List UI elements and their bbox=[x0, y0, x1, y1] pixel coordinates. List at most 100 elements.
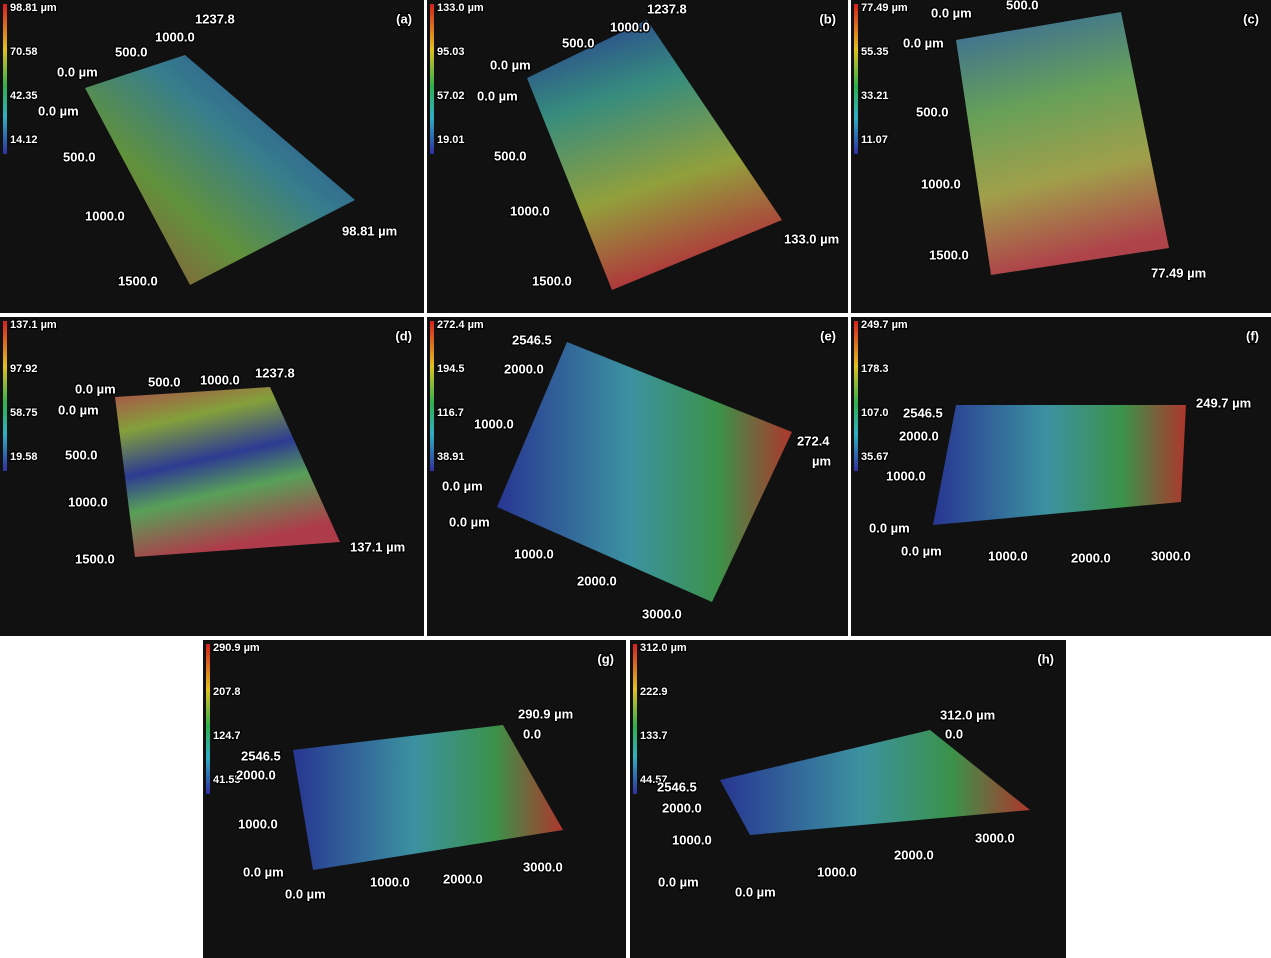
axis-label: 500.0 bbox=[494, 148, 527, 163]
axis-label: 98.81 µm bbox=[342, 223, 397, 238]
axis-label: 1000.0 bbox=[672, 832, 712, 847]
panel-label: (g) bbox=[597, 651, 614, 666]
panel-label: (a) bbox=[396, 11, 412, 26]
scale-label: 70.58 bbox=[10, 46, 38, 58]
scale-label: 178.3 bbox=[861, 363, 889, 375]
color-bar bbox=[206, 644, 210, 794]
scale-label: 58.75 bbox=[10, 407, 38, 419]
axis-label: 2546.5 bbox=[241, 748, 281, 763]
panel-label: (c) bbox=[1243, 11, 1259, 26]
scale-label: 33.21 bbox=[861, 90, 889, 102]
scale-label: 95.03 bbox=[437, 46, 465, 58]
axis-label: 249.7 µm bbox=[1196, 395, 1251, 410]
axis-label: 0.0 µm bbox=[442, 478, 483, 493]
color-bar bbox=[633, 644, 637, 794]
axis-label: 0.0 µm bbox=[658, 874, 699, 889]
axis-label: 0.0 µm bbox=[901, 543, 942, 558]
scale-label: 222.9 bbox=[640, 686, 668, 698]
axis-label: 1000.0 bbox=[370, 874, 410, 889]
scale-label: 133.0 µm bbox=[437, 2, 484, 14]
axis-label: 0.0 µm bbox=[903, 35, 944, 50]
color-bar bbox=[854, 321, 858, 471]
axis-label: 2546.5 bbox=[903, 405, 943, 420]
scale-label: 133.7 bbox=[640, 730, 668, 742]
axis-label: 2546.5 bbox=[657, 779, 697, 794]
axis-label: 1237.8 bbox=[647, 1, 687, 16]
axis-label: 290.9 µm bbox=[518, 706, 573, 721]
axis-label: 1000.0 bbox=[817, 864, 857, 879]
scale-label: 97.92 bbox=[10, 363, 38, 375]
axis-label: 3000.0 bbox=[523, 859, 563, 874]
surface bbox=[293, 725, 563, 870]
axis-label: 1500.0 bbox=[75, 551, 115, 566]
color-bar bbox=[854, 4, 858, 154]
scale-label: 35.67 bbox=[861, 451, 889, 463]
axis-label: 1000.0 bbox=[510, 203, 550, 218]
axis-label: 1237.8 bbox=[255, 365, 295, 380]
axis-label: 0.0 bbox=[945, 726, 963, 741]
axis-label: 272.4 bbox=[797, 433, 830, 448]
scale-label: 41.55 bbox=[213, 774, 241, 786]
scale-label: 19.01 bbox=[437, 134, 465, 146]
scale-label: 107.0 bbox=[861, 407, 889, 419]
scale-label: 55.35 bbox=[861, 46, 889, 58]
scale-label: 38.91 bbox=[437, 451, 465, 463]
surface bbox=[497, 342, 792, 602]
color-bar bbox=[430, 321, 434, 471]
axis-label: 500.0 bbox=[115, 44, 148, 59]
axis-label: 3000.0 bbox=[1151, 548, 1191, 563]
axis-label: 2546.5 bbox=[512, 332, 552, 347]
scale-label: 290.9 µm bbox=[213, 642, 260, 654]
axis-label: 1500.0 bbox=[532, 273, 572, 288]
axis-label: 2000.0 bbox=[894, 847, 934, 862]
axis-label: 1500.0 bbox=[118, 273, 158, 288]
axis-label: 500.0 bbox=[916, 104, 949, 119]
axis-label: 2000.0 bbox=[443, 871, 483, 886]
axis-label: 1000.0 bbox=[68, 494, 108, 509]
axis-label: 77.49 µm bbox=[1151, 265, 1206, 280]
color-bar bbox=[3, 4, 7, 154]
scale-label: 11.07 bbox=[861, 134, 888, 146]
scale-label: 249.7 µm bbox=[861, 319, 908, 331]
scale-label: 98.81 µm bbox=[10, 2, 57, 14]
axis-label: 0.0 µm bbox=[75, 381, 116, 396]
axis-label: 1000.0 bbox=[200, 372, 240, 387]
axis-label: 1000.0 bbox=[514, 546, 554, 561]
axis-label: 1000.0 bbox=[921, 176, 961, 191]
scale-label: 207.8 bbox=[213, 686, 241, 698]
axis-label: 1000.0 bbox=[610, 19, 650, 34]
axis-label: 3000.0 bbox=[642, 606, 682, 621]
scale-label: 19.58 bbox=[10, 451, 38, 463]
surface bbox=[115, 387, 340, 557]
axis-label: 0.0 µm bbox=[57, 64, 98, 79]
surface bbox=[720, 730, 1030, 835]
axis-label: 0.0 µm bbox=[285, 886, 326, 901]
axis-label: 1500.0 bbox=[929, 247, 969, 262]
panel-label: (d) bbox=[395, 328, 412, 343]
axis-label: 1000.0 bbox=[474, 416, 514, 431]
scale-label: 57.02 bbox=[437, 90, 465, 102]
scale-label: 14.12 bbox=[10, 134, 38, 146]
axis-label: 1000.0 bbox=[886, 468, 926, 483]
scale-label: 137.1 µm bbox=[10, 319, 57, 331]
surface bbox=[85, 55, 355, 285]
panel-label: (h) bbox=[1037, 651, 1054, 666]
axis-label: 0.0 µm bbox=[58, 402, 99, 417]
axis-label: 0.0 µm bbox=[38, 103, 79, 118]
color-bar bbox=[430, 4, 434, 154]
scale-label: 77.49 µm bbox=[861, 2, 908, 14]
axis-label: 312.0 µm bbox=[940, 707, 995, 722]
axis-label: µm bbox=[812, 453, 831, 468]
axis-label: 2000.0 bbox=[236, 767, 276, 782]
surface bbox=[527, 20, 782, 290]
panel-label: (e) bbox=[820, 328, 836, 343]
axis-label: 500.0 bbox=[562, 35, 595, 50]
axis-label: 137.1 µm bbox=[350, 539, 405, 554]
axis-label: 0.0 µm bbox=[477, 88, 518, 103]
axis-label: 133.0 µm bbox=[784, 231, 839, 246]
scale-label: 312.0 µm bbox=[640, 642, 687, 654]
axis-label: 500.0 bbox=[1006, 0, 1039, 12]
axis-label: 500.0 bbox=[65, 447, 98, 462]
scale-label: 272.4 µm bbox=[437, 319, 484, 331]
